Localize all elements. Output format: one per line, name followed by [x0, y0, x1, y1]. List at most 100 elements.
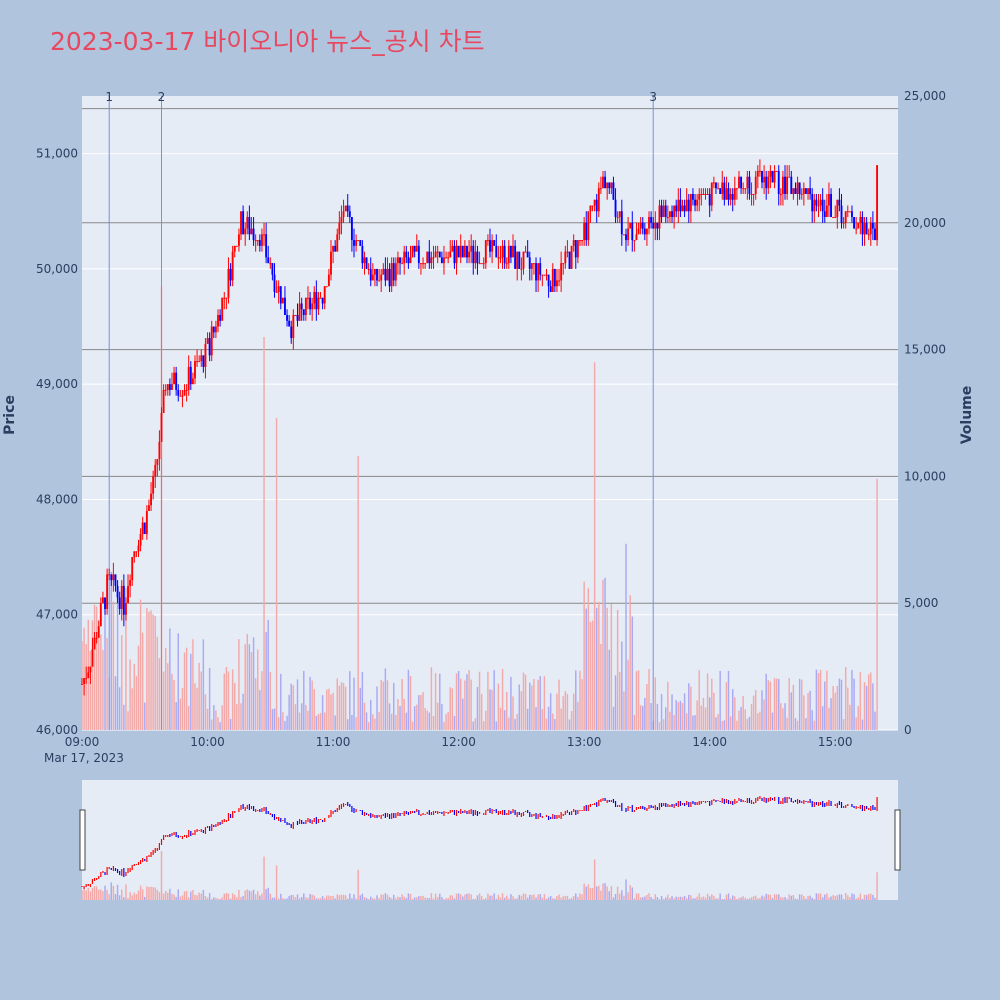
candle-body — [426, 251, 429, 264]
mini-volume-bar — [698, 893, 700, 900]
mini-volume-bar — [405, 898, 408, 900]
candle-body — [158, 441, 161, 460]
candle-body — [777, 170, 780, 194]
mini-volume-bar — [677, 896, 680, 900]
candle-body — [823, 211, 826, 218]
volume-bar — [390, 713, 393, 730]
mini-volume-bar — [662, 898, 665, 900]
volume-bar — [618, 671, 621, 730]
mini-volume-bar — [656, 897, 659, 900]
candle-body — [474, 251, 477, 264]
volume-bar — [300, 703, 303, 730]
candle-body — [365, 257, 368, 269]
mini-volume-bar — [152, 887, 154, 900]
candle-body — [572, 240, 575, 246]
volume-bar — [621, 641, 623, 730]
candle-body — [390, 263, 393, 287]
volume-bar — [234, 682, 236, 730]
volume-bar — [455, 673, 458, 730]
mini-volume-bar — [522, 893, 525, 900]
volume-bar — [562, 696, 564, 730]
candle-body — [535, 263, 537, 281]
main-plot-area — [82, 96, 898, 730]
volume-bar — [780, 703, 782, 730]
volume-bar — [585, 608, 587, 730]
volume-bar — [606, 607, 608, 730]
mini-volume-bar — [252, 889, 255, 900]
candle-body — [677, 199, 680, 212]
volume-bar — [457, 670, 460, 730]
candle-body — [269, 263, 272, 265]
candle-body — [317, 297, 320, 310]
volume-tick-label: 25,000 — [904, 89, 946, 103]
candle-body — [633, 240, 636, 242]
mini-volume-bar — [614, 893, 617, 900]
mini-volume-bar — [585, 886, 587, 900]
candle-body — [696, 199, 699, 206]
volume-bar — [711, 678, 713, 730]
volume-bar — [688, 683, 690, 730]
candle-body — [160, 413, 163, 442]
volume-bar — [372, 714, 374, 730]
candle-body — [466, 245, 468, 258]
mini-volume-bar — [344, 895, 347, 900]
candle-body — [874, 228, 876, 241]
mini-volume-bar — [803, 896, 805, 900]
candle-body — [150, 493, 152, 506]
mini-volume-bar — [87, 887, 90, 900]
mini-volume-bar — [453, 898, 456, 900]
mini-volume-bar — [629, 885, 631, 900]
candle-body — [346, 205, 349, 212]
volume-bar — [141, 632, 144, 730]
volume-bar — [252, 637, 255, 730]
range-slider-right-handle[interactable] — [894, 809, 901, 871]
volume-bar — [150, 610, 152, 730]
mini-volume-bar — [144, 896, 146, 900]
volume-bar — [579, 670, 581, 730]
candle-body — [719, 188, 722, 194]
mini-volume-bar — [355, 898, 357, 900]
mini-volume-bar — [811, 897, 813, 900]
volume-bar — [179, 698, 182, 730]
mini-volume-bar — [715, 898, 717, 900]
range-slider-left-handle[interactable] — [79, 809, 86, 871]
mini-volume-bar — [183, 891, 186, 900]
mini-volume-bar — [616, 886, 619, 900]
mini-volume-bar — [422, 895, 424, 900]
candle-body — [298, 303, 301, 321]
volume-bar — [723, 720, 726, 730]
candle-body — [212, 326, 215, 333]
candle-body — [566, 251, 569, 253]
candle-body — [683, 205, 686, 212]
volume-bar — [629, 595, 631, 730]
candle-body — [344, 205, 347, 212]
volume-bar — [769, 681, 772, 730]
mini-volume-bar — [298, 898, 301, 900]
mini-volume-bar — [612, 897, 615, 900]
mini-volume-bar — [357, 869, 359, 900]
volume-bar — [642, 706, 644, 730]
mini-volume-bar — [784, 897, 786, 900]
mini-volume-bar — [158, 892, 161, 900]
mini-volume-bar — [215, 897, 217, 900]
volume-bar — [552, 713, 554, 730]
mini-volume-bar — [290, 894, 292, 900]
candle-body — [570, 245, 573, 269]
volume-bar — [240, 703, 242, 730]
mini-volume-bar — [275, 865, 278, 900]
candle-body — [549, 286, 552, 292]
volume-bar — [541, 709, 544, 730]
mini-volume-bar — [744, 897, 746, 900]
volume-bar — [104, 599, 106, 730]
candle-body — [407, 257, 410, 264]
range-slider[interactable] — [82, 780, 898, 900]
volume-bar — [208, 667, 211, 730]
volume-bar — [581, 679, 583, 730]
mini-volume-bar — [572, 895, 575, 900]
volume-bar — [192, 639, 194, 730]
volume-bar — [752, 695, 755, 730]
candle-body — [87, 672, 90, 679]
candle-body — [118, 597, 121, 609]
mini-volume-bar — [315, 898, 318, 900]
mini-volume-bar — [520, 895, 523, 900]
